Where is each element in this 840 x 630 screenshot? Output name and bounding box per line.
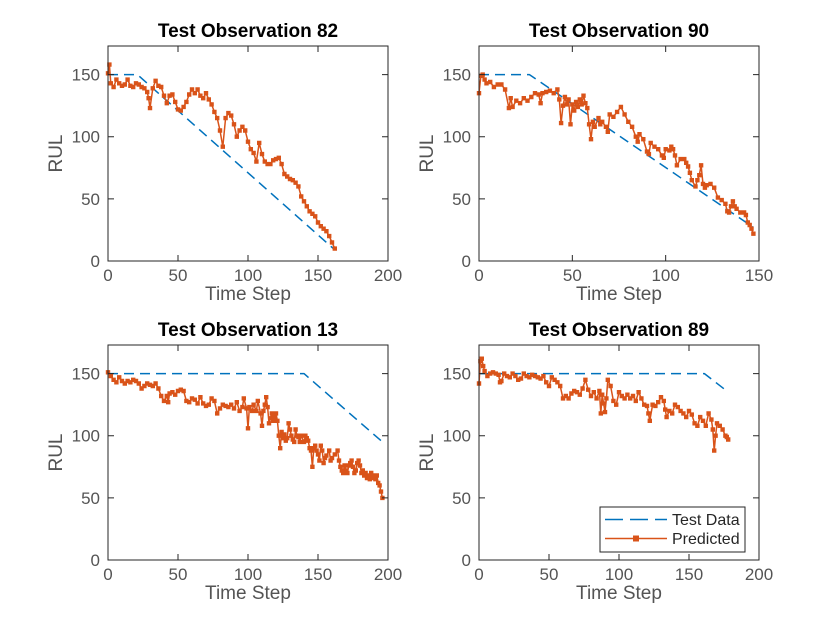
x-tick-label: 150 [304, 266, 332, 285]
legend-predicted-marker [633, 535, 639, 542]
subplot-4: Test Observation 89 0 50 100 150 200 0 50 100 150… [417, 320, 773, 604]
y-tick-label: 50 [452, 489, 471, 508]
axes-frame [478, 45, 760, 262]
legend: Test Data Predicted [599, 506, 746, 553]
x-tick-label: 100 [234, 565, 262, 584]
y-tick-label: 0 [91, 551, 100, 570]
y-axis-label: RUL [46, 433, 67, 471]
x-tick-label: 0 [474, 266, 483, 285]
predicted-line [107, 371, 384, 499]
axes-frame [107, 45, 389, 262]
x-tick-label: 150 [304, 565, 332, 584]
x-tick-label: 50 [563, 266, 582, 285]
y-axis-label: RUL [417, 134, 438, 172]
y-tick-label: 150 [72, 66, 100, 85]
x-tick-label: 200 [374, 565, 402, 584]
legend-box [599, 506, 746, 553]
tick-marks [107, 46, 389, 262]
tick-marks [107, 345, 389, 561]
x-tick-label: 50 [169, 266, 188, 285]
subplot-3: Test Observation 13 0 50 100 150 200 0 50 100 150… [46, 320, 402, 604]
x-tick-label: 100 [605, 565, 633, 584]
y-tick-label: 150 [443, 66, 471, 85]
x-tick-label: 150 [745, 266, 773, 285]
y-tick-label: 50 [81, 489, 100, 508]
test-data-line [108, 372, 383, 443]
x-tick-label: 200 [745, 565, 773, 584]
x-tick-label: 0 [103, 565, 112, 584]
test-data-line [108, 73, 334, 250]
subplot-title: Test Observation 89 [529, 320, 709, 341]
x-tick-label: 50 [169, 565, 188, 584]
y-axis-label: RUL [417, 433, 438, 471]
subplot-title: Test Observation 82 [158, 21, 338, 42]
y-tick-label: 100 [72, 427, 100, 446]
predicted-markers [105, 370, 385, 501]
y-tick-label: 0 [91, 252, 100, 271]
subplot-title: Test Observation 90 [529, 21, 709, 42]
x-tick-label: 200 [374, 266, 402, 285]
subplot-2: Test Observation 90 0 50 100 150 0 50 100 150 Tim… [417, 21, 773, 305]
x-tick-label: 100 [234, 266, 262, 285]
y-tick-label: 50 [81, 190, 100, 209]
tick-marks [478, 46, 760, 262]
y-tick-label: 0 [462, 551, 471, 570]
x-tick-label: 150 [675, 565, 703, 584]
y-tick-label: 100 [443, 427, 471, 446]
subplot-1: Test Observation 82 0 50 100 150 200 0 50 100 150… [46, 21, 402, 305]
x-axis-label: Time Step [576, 284, 662, 305]
y-tick-label: 0 [462, 252, 471, 271]
predicted-line [107, 63, 336, 249]
axes-frame [107, 344, 389, 561]
x-tick-label: 50 [540, 565, 559, 584]
x-tick-label: 0 [103, 266, 112, 285]
y-tick-label: 150 [443, 365, 471, 384]
y-tick-label: 100 [72, 128, 100, 147]
test-data-line [479, 73, 754, 229]
test-data-line [479, 372, 728, 392]
legend-predicted-label: Predicted [672, 531, 740, 548]
y-tick-label: 50 [452, 190, 471, 209]
x-axis-label: Time Step [205, 284, 291, 305]
y-tick-label: 150 [72, 365, 100, 384]
predicted-markers [476, 72, 756, 236]
subplot-title: Test Observation 13 [158, 320, 338, 341]
tick-marks [478, 345, 760, 561]
predicted-line [478, 73, 755, 234]
x-axis-label: Time Step [205, 583, 291, 604]
predicted-markers [105, 62, 337, 251]
x-axis-label: Time Step [576, 583, 662, 604]
y-axis-label: RUL [46, 134, 67, 172]
x-tick-label: 0 [474, 565, 483, 584]
x-tick-label: 100 [651, 266, 679, 285]
predicted-markers [476, 356, 731, 453]
legend-test-data-label: Test Data [672, 512, 740, 529]
y-tick-label: 100 [443, 128, 471, 147]
